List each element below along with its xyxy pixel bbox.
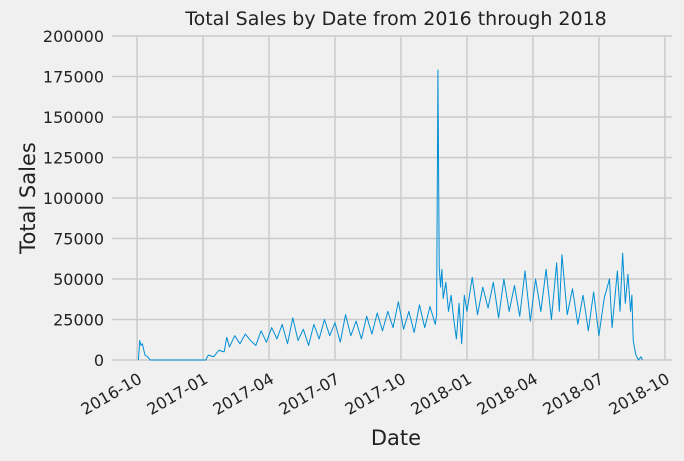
y-tick-label: 50000: [53, 270, 104, 289]
y-axis-label: Total Sales: [16, 142, 40, 255]
y-tick-label: 150000: [43, 108, 104, 127]
y-tick-label: 75000: [53, 230, 104, 249]
y-tick-label: 125000: [43, 149, 104, 168]
y-tick-label: 175000: [43, 68, 104, 87]
y-tick-label: 100000: [43, 189, 104, 208]
y-tick-label: 200000: [43, 27, 104, 46]
chart-title: Total Sales by Date from 2016 through 20…: [184, 8, 607, 30]
x-axis-label: Date: [371, 426, 421, 450]
y-tick-label: 0: [94, 351, 104, 370]
y-tick-label: 25000: [53, 311, 104, 330]
sales-line: [137, 69, 643, 361]
